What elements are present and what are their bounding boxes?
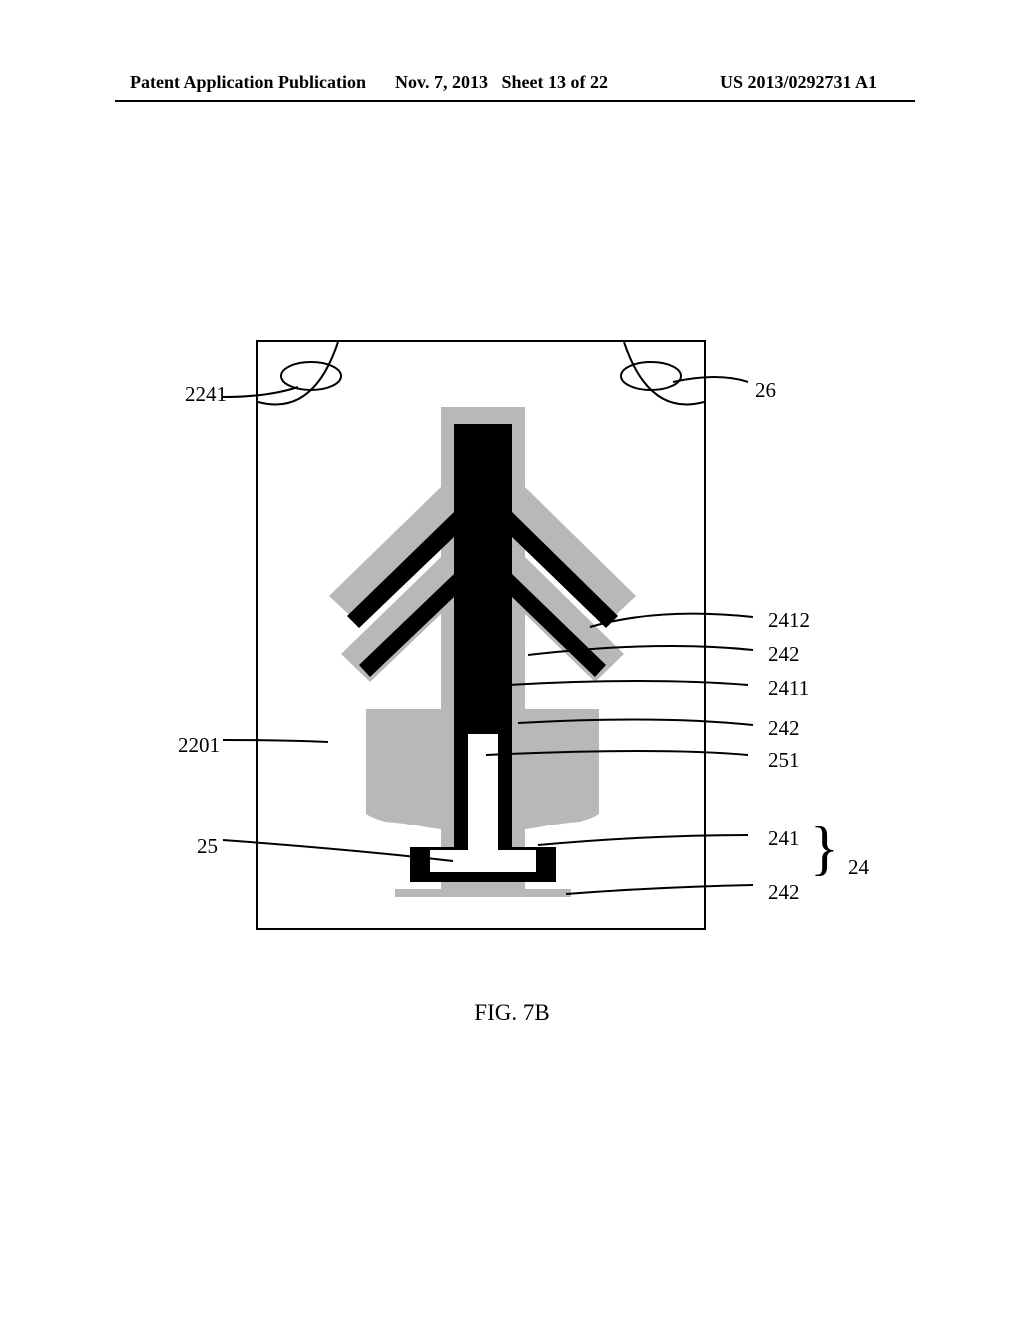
ref-251: 251 <box>768 748 800 773</box>
figure-svg <box>258 342 708 932</box>
leader-26 <box>673 377 748 382</box>
corner-arc-1 <box>624 342 704 405</box>
ref-2411: 2411 <box>768 676 809 701</box>
region-25-0 <box>468 734 498 860</box>
header-rule <box>115 100 915 102</box>
header-publication-number: US 2013/0292731 A1 <box>720 72 877 93</box>
brace-24: } <box>810 818 839 878</box>
ref-2412: 2412 <box>768 608 810 633</box>
ref-242a: 242 <box>768 642 800 667</box>
ref-2201: 2201 <box>178 733 220 758</box>
leader-2411 <box>508 681 748 685</box>
ref-25: 25 <box>197 834 218 859</box>
ref-2241: 2241 <box>185 382 227 407</box>
leader-2201 <box>223 740 328 742</box>
corner-arc-0 <box>258 342 338 405</box>
ref-242c: 242 <box>768 880 800 905</box>
ref-242b: 242 <box>768 716 800 741</box>
header-date: Nov. 7, 2013 <box>395 72 488 92</box>
header-sheet: Sheet 13 of 22 <box>502 72 609 92</box>
leader-2241 <box>223 387 298 397</box>
ref-26: 26 <box>755 378 776 403</box>
figure-area <box>256 340 706 930</box>
figure-caption: FIG. 7B <box>0 1000 1024 1026</box>
leader-242c <box>566 885 753 894</box>
corner-ellipse-0 <box>281 362 341 390</box>
page: Patent Application Publication Nov. 7, 2… <box>0 0 1024 1320</box>
corner-ellipse-1 <box>621 362 681 390</box>
ref-241: 241 <box>768 826 800 851</box>
header-date-sheet: Nov. 7, 2013 Sheet 13 of 22 <box>395 72 608 93</box>
leader-241 <box>538 835 748 845</box>
ref-24: 24 <box>848 855 869 880</box>
header-publication-type: Patent Application Publication <box>130 72 366 93</box>
